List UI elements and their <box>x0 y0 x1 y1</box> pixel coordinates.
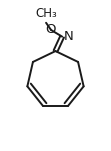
Text: CH₃: CH₃ <box>35 7 57 20</box>
Text: O: O <box>45 24 56 37</box>
Text: N: N <box>63 30 73 43</box>
